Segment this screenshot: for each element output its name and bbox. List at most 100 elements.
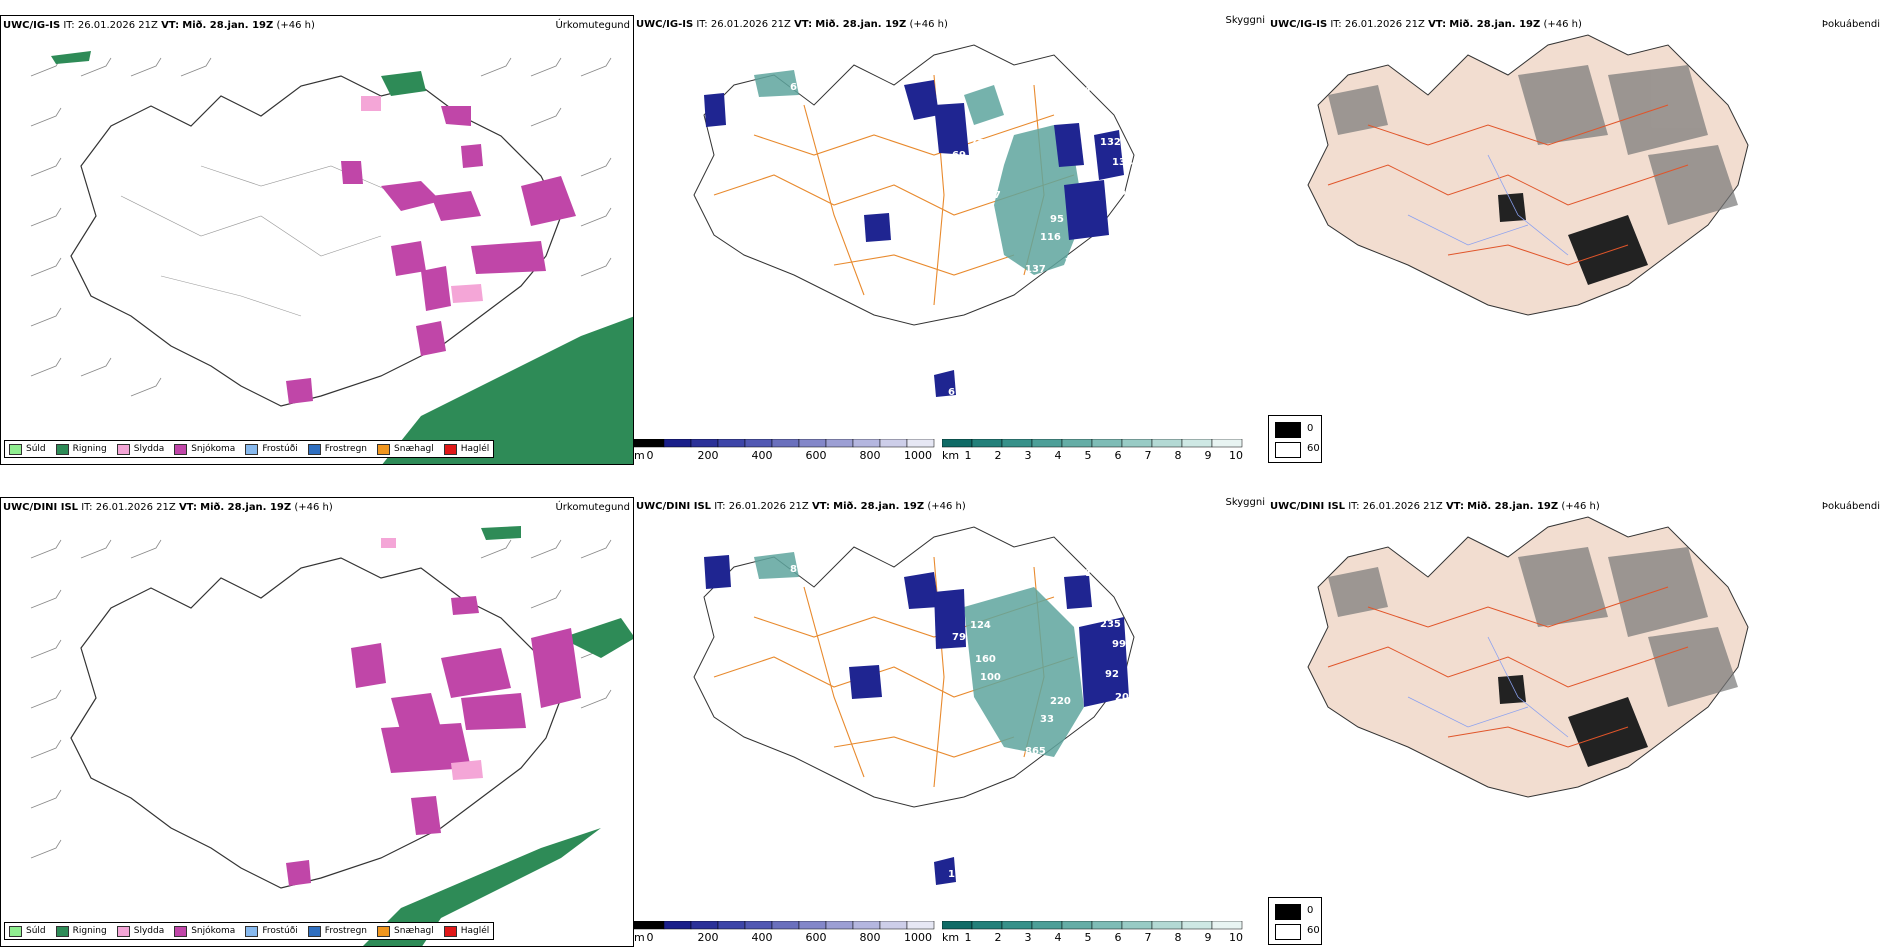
vis-tick: 3 [1024,931,1032,944]
vis-tick: 5 [1084,449,1092,462]
visibility-unit: km [942,931,960,944]
swatch [116,925,130,937]
swatch [116,443,130,455]
panel-header: UWC/IG-IS IT: 26.01.2026 21Z VT: Mið. 28… [3,20,315,31]
ceiling-tick: 800 [859,931,881,944]
swatch [245,443,259,455]
ceiling-tick: 400 [751,931,773,944]
swatch [55,443,69,455]
fog-map [1307,516,1749,798]
swatch [307,443,321,455]
fog-legend-high: 0 [1307,905,1314,916]
legend-sleet: Slydda [116,443,164,455]
fog-legend-low: 60 [1307,925,1320,936]
fog-legend-dark [1275,422,1301,438]
panel-header: UWC/DINI ISL IT: 26.01.2026 21Z VT: Mið.… [3,502,333,513]
precip-map [30,51,633,464]
legend-freezing-drizzle: Frostúði [245,443,298,455]
legend-rain: Rigning [55,925,107,937]
ceiling-colorbar: m 0 200 400 600 800 1000 [634,921,935,945]
vis-tick: 2 [994,931,1002,944]
legend-snow: Snjókoma [174,925,235,937]
visibility-map [693,526,1135,885]
ceiling-tick: 400 [751,449,773,462]
fog-legend-low: 60 [1307,443,1320,454]
visibility-map [693,44,1135,397]
legend-snow: Snjókoma [174,443,235,455]
ceiling-unit: m [634,449,645,462]
panel-header: UWC/IG-IS IT: 26.01.2026 21Z VT: Mið. 28… [1270,19,1582,30]
fog-map [1307,34,1749,316]
fog-title: Þokuábendi [1821,19,1880,30]
panel-header: UWC/DINI ISL IT: 26.01.2026 21Z VT: Mið.… [636,501,966,512]
swatch [377,925,391,937]
ceiling-colorbar: m 0 200 400 600 800 1000 [634,439,935,463]
swatch [9,443,22,455]
legend-freezing-rain: Frostregn [307,925,367,937]
vis-tick: 3 [1024,449,1032,462]
swatch [174,443,188,455]
panel-header: UWC/DINI ISL IT: 26.01.2026 21Z VT: Mið.… [1270,501,1600,512]
vis-tick: 10 [1229,931,1243,944]
legend-graupel: Snæhagl [377,443,434,455]
visibility-unit: km [942,449,960,462]
vis-tick: 8 [1174,449,1182,462]
fog-panel-bottom: UWC/DINI ISL IT: 26.01.2026 21Z VT: Mið.… [1268,497,1900,947]
legend-sleet: Slydda [116,925,164,937]
vis-tick: 6 [1114,449,1122,462]
vis-tick: 2 [994,449,1002,462]
precip-type-panel-top: UWC/IG-IS IT: 26.01.2026 21Z VT: Mið. 28… [0,15,634,465]
swatch [307,925,321,937]
precip-map [30,526,633,946]
swatch [174,925,188,937]
legend-freezing-drizzle: Frostúði [245,925,298,937]
snow-areas [286,106,576,404]
swatch [55,925,69,937]
legend-drizzle: Súld [9,925,46,937]
visibility-panel-bottom: UWC/DINI ISL IT: 26.01.2026 21Z VT: Mið.… [634,497,1268,947]
fog-legend-light [1275,442,1301,458]
visibility-colorbar: km 1 2 3 4 5 6 7 8 9 10 [942,439,1258,463]
ceiling-tick: 0 [646,931,654,944]
swatch [245,925,259,937]
panel-header: UWC/IG-IS IT: 26.01.2026 21Z VT: Mið. 28… [636,19,948,30]
vis-tick: 4 [1054,931,1062,944]
vis-tick: 7 [1144,931,1152,944]
legend-hail: Haglél [443,925,489,937]
ceiling-tick: 0 [646,449,654,462]
precip-legend: Súld Rigning Slydda Snjókoma Frostúði Fr… [4,922,495,940]
fog-legend: 0 60 [1268,415,1322,463]
vis-tick: 6 [1114,931,1122,944]
legend-graupel: Snæhagl [377,925,434,937]
visibility-panel-top: UWC/IG-IS IT: 26.01.2026 21Z VT: Mið. 28… [634,15,1268,465]
swatch [443,925,457,937]
ceiling-tick: 200 [697,449,719,462]
visibility-colorbar-strip [942,439,1243,448]
ceiling-tick: 600 [805,931,827,944]
ceiling-tick: 1000 [904,449,932,462]
rain-area [382,316,633,464]
vis-tick: 8 [1174,931,1182,944]
legend-freezing-rain: Frostregn [307,443,367,455]
precip-type-panel-bottom: UWC/DINI ISL IT: 26.01.2026 21Z VT: Mið.… [0,497,634,947]
fog-legend: 0 60 [1268,897,1322,945]
vis-tick: 1 [964,931,972,944]
vis-tick: 1 [964,449,972,462]
vis-tick: 9 [1204,931,1212,944]
legend-drizzle: Súld [9,443,46,455]
ceiling-tick: 600 [805,449,827,462]
wind-barbs [30,57,612,397]
visibility-title: Skyggni [1225,15,1265,26]
visibility-colorbar-strip [942,921,1243,930]
fog-legend-light [1275,924,1301,940]
vis-tick: 5 [1084,931,1092,944]
fog-legend-dark [1275,904,1301,920]
swatch [9,925,22,937]
visibility-title: Skyggni [1225,497,1265,508]
ceiling-tick: 1000 [904,931,932,944]
fog-legend-high: 0 [1307,423,1314,434]
fog-panel-top: UWC/IG-IS IT: 26.01.2026 21Z VT: Mið. 28… [1268,15,1900,465]
ceiling-tick: 200 [697,931,719,944]
swatch [377,443,391,455]
visibility-colorbar: km 1 2 3 4 5 6 7 8 9 10 [942,921,1258,945]
